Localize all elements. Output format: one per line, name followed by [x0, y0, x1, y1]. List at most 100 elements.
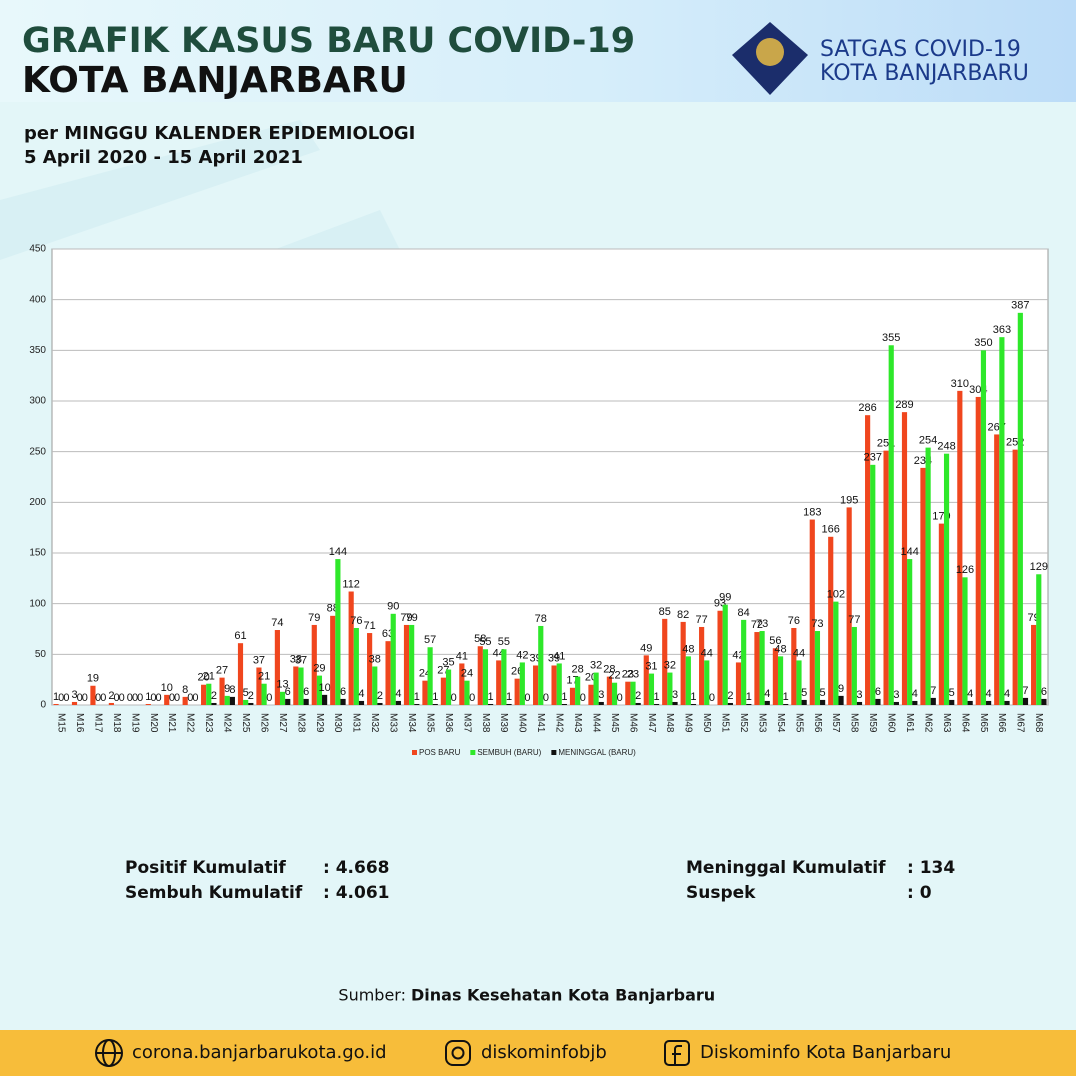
- bar: [667, 672, 673, 705]
- data-label: 4: [912, 688, 918, 700]
- data-label: 2: [377, 690, 383, 702]
- bar: [224, 695, 230, 705]
- x-tick-label: M61: [904, 713, 915, 733]
- x-tick-label: M67: [1015, 713, 1026, 733]
- data-label: 0: [451, 692, 457, 704]
- bar: [164, 694, 170, 705]
- data-label: 48: [774, 643, 786, 655]
- data-label: 7: [1022, 685, 1028, 697]
- bar: [949, 699, 955, 705]
- bar: [108, 702, 114, 705]
- legend-swatch: [551, 750, 557, 755]
- data-label: 2: [727, 690, 733, 702]
- x-tick-label: M23: [203, 713, 214, 733]
- bar: [219, 677, 225, 705]
- data-label: 1: [53, 691, 59, 703]
- data-label: 0: [63, 692, 69, 704]
- data-label: 1: [506, 691, 512, 703]
- data-label: 126: [956, 564, 974, 576]
- x-tick-label: M30: [332, 713, 343, 733]
- bar: [893, 701, 899, 705]
- bar: [975, 396, 981, 705]
- y-tick-label: 300: [29, 396, 46, 407]
- data-label: 49: [640, 642, 652, 654]
- bar: [593, 672, 599, 705]
- bar: [1031, 624, 1037, 705]
- bar: [796, 660, 802, 705]
- x-tick-label: M24: [222, 713, 233, 733]
- x-tick-label: M47: [646, 713, 657, 733]
- data-label: 5: [820, 687, 826, 699]
- data-label: 5: [801, 687, 807, 699]
- data-label: 286: [858, 402, 876, 414]
- bar: [925, 447, 931, 705]
- data-label: 2: [248, 690, 254, 702]
- bar: [206, 683, 212, 705]
- bar: [643, 655, 649, 705]
- x-tick-label: M15: [56, 713, 67, 733]
- bar: [538, 625, 544, 705]
- data-label: 0: [709, 692, 715, 704]
- data-label: 41: [456, 650, 468, 662]
- bar: [870, 464, 876, 705]
- data-label: 77: [848, 614, 860, 626]
- data-label: 0: [95, 692, 101, 704]
- data-label: 129: [1030, 561, 1048, 573]
- bar: [838, 695, 844, 705]
- data-label: 48: [682, 643, 694, 655]
- data-label: 1: [690, 691, 696, 703]
- x-tick-label: M66: [996, 713, 1007, 733]
- bar: [445, 669, 452, 705]
- bar: [501, 649, 507, 705]
- bar: [390, 613, 396, 705]
- data-label: 0: [543, 692, 549, 704]
- bar: [930, 697, 936, 705]
- data-label: 0: [169, 692, 175, 704]
- x-tick-label: M56: [812, 713, 823, 733]
- data-label: 1: [783, 691, 789, 703]
- data-label: 38: [369, 653, 381, 665]
- legend-swatch: [412, 750, 417, 755]
- bar: [353, 627, 359, 705]
- bar: [285, 698, 291, 705]
- bar: [340, 698, 346, 705]
- x-tick-label: M51: [720, 713, 731, 733]
- bar: [994, 434, 1000, 705]
- bar: [943, 453, 950, 705]
- bar: [828, 536, 834, 705]
- decor: [0, 120, 320, 260]
- data-label: 0: [127, 692, 133, 704]
- bar: [735, 662, 742, 705]
- data-label: 27: [216, 665, 228, 677]
- bar: [432, 703, 438, 705]
- x-tick-label: M64: [959, 713, 970, 733]
- bar: [685, 656, 691, 705]
- data-label: 0: [150, 692, 156, 704]
- data-label: 289: [895, 399, 913, 411]
- bar: [358, 700, 365, 705]
- data-label: 56: [769, 635, 781, 647]
- data-label: 44: [793, 647, 805, 659]
- data-label: 38: [290, 653, 302, 665]
- x-tick-label: M52: [738, 713, 749, 733]
- data-label: 32: [664, 659, 676, 671]
- stat-label: Suspek: [686, 883, 756, 903]
- stat-value: : 4.061: [323, 883, 390, 903]
- x-tick-label: M31: [351, 713, 362, 733]
- bar: [90, 685, 96, 705]
- footer-band: [0, 1030, 1076, 1076]
- x-tick-label: M65: [978, 713, 989, 733]
- x-tick-label: M19: [129, 713, 140, 733]
- x-tick-label: M16: [74, 713, 85, 733]
- bar: [1004, 700, 1010, 705]
- bar: [856, 701, 863, 705]
- x-tick-label: M45: [609, 713, 620, 733]
- bar: [279, 691, 286, 705]
- x-tick-label: M26: [258, 713, 269, 733]
- data-label: 0: [266, 692, 272, 704]
- bar: [635, 702, 641, 705]
- stat-label: Sembuh Kumulatif: [125, 883, 303, 903]
- data-label: 76: [350, 615, 362, 627]
- bar: [201, 684, 207, 705]
